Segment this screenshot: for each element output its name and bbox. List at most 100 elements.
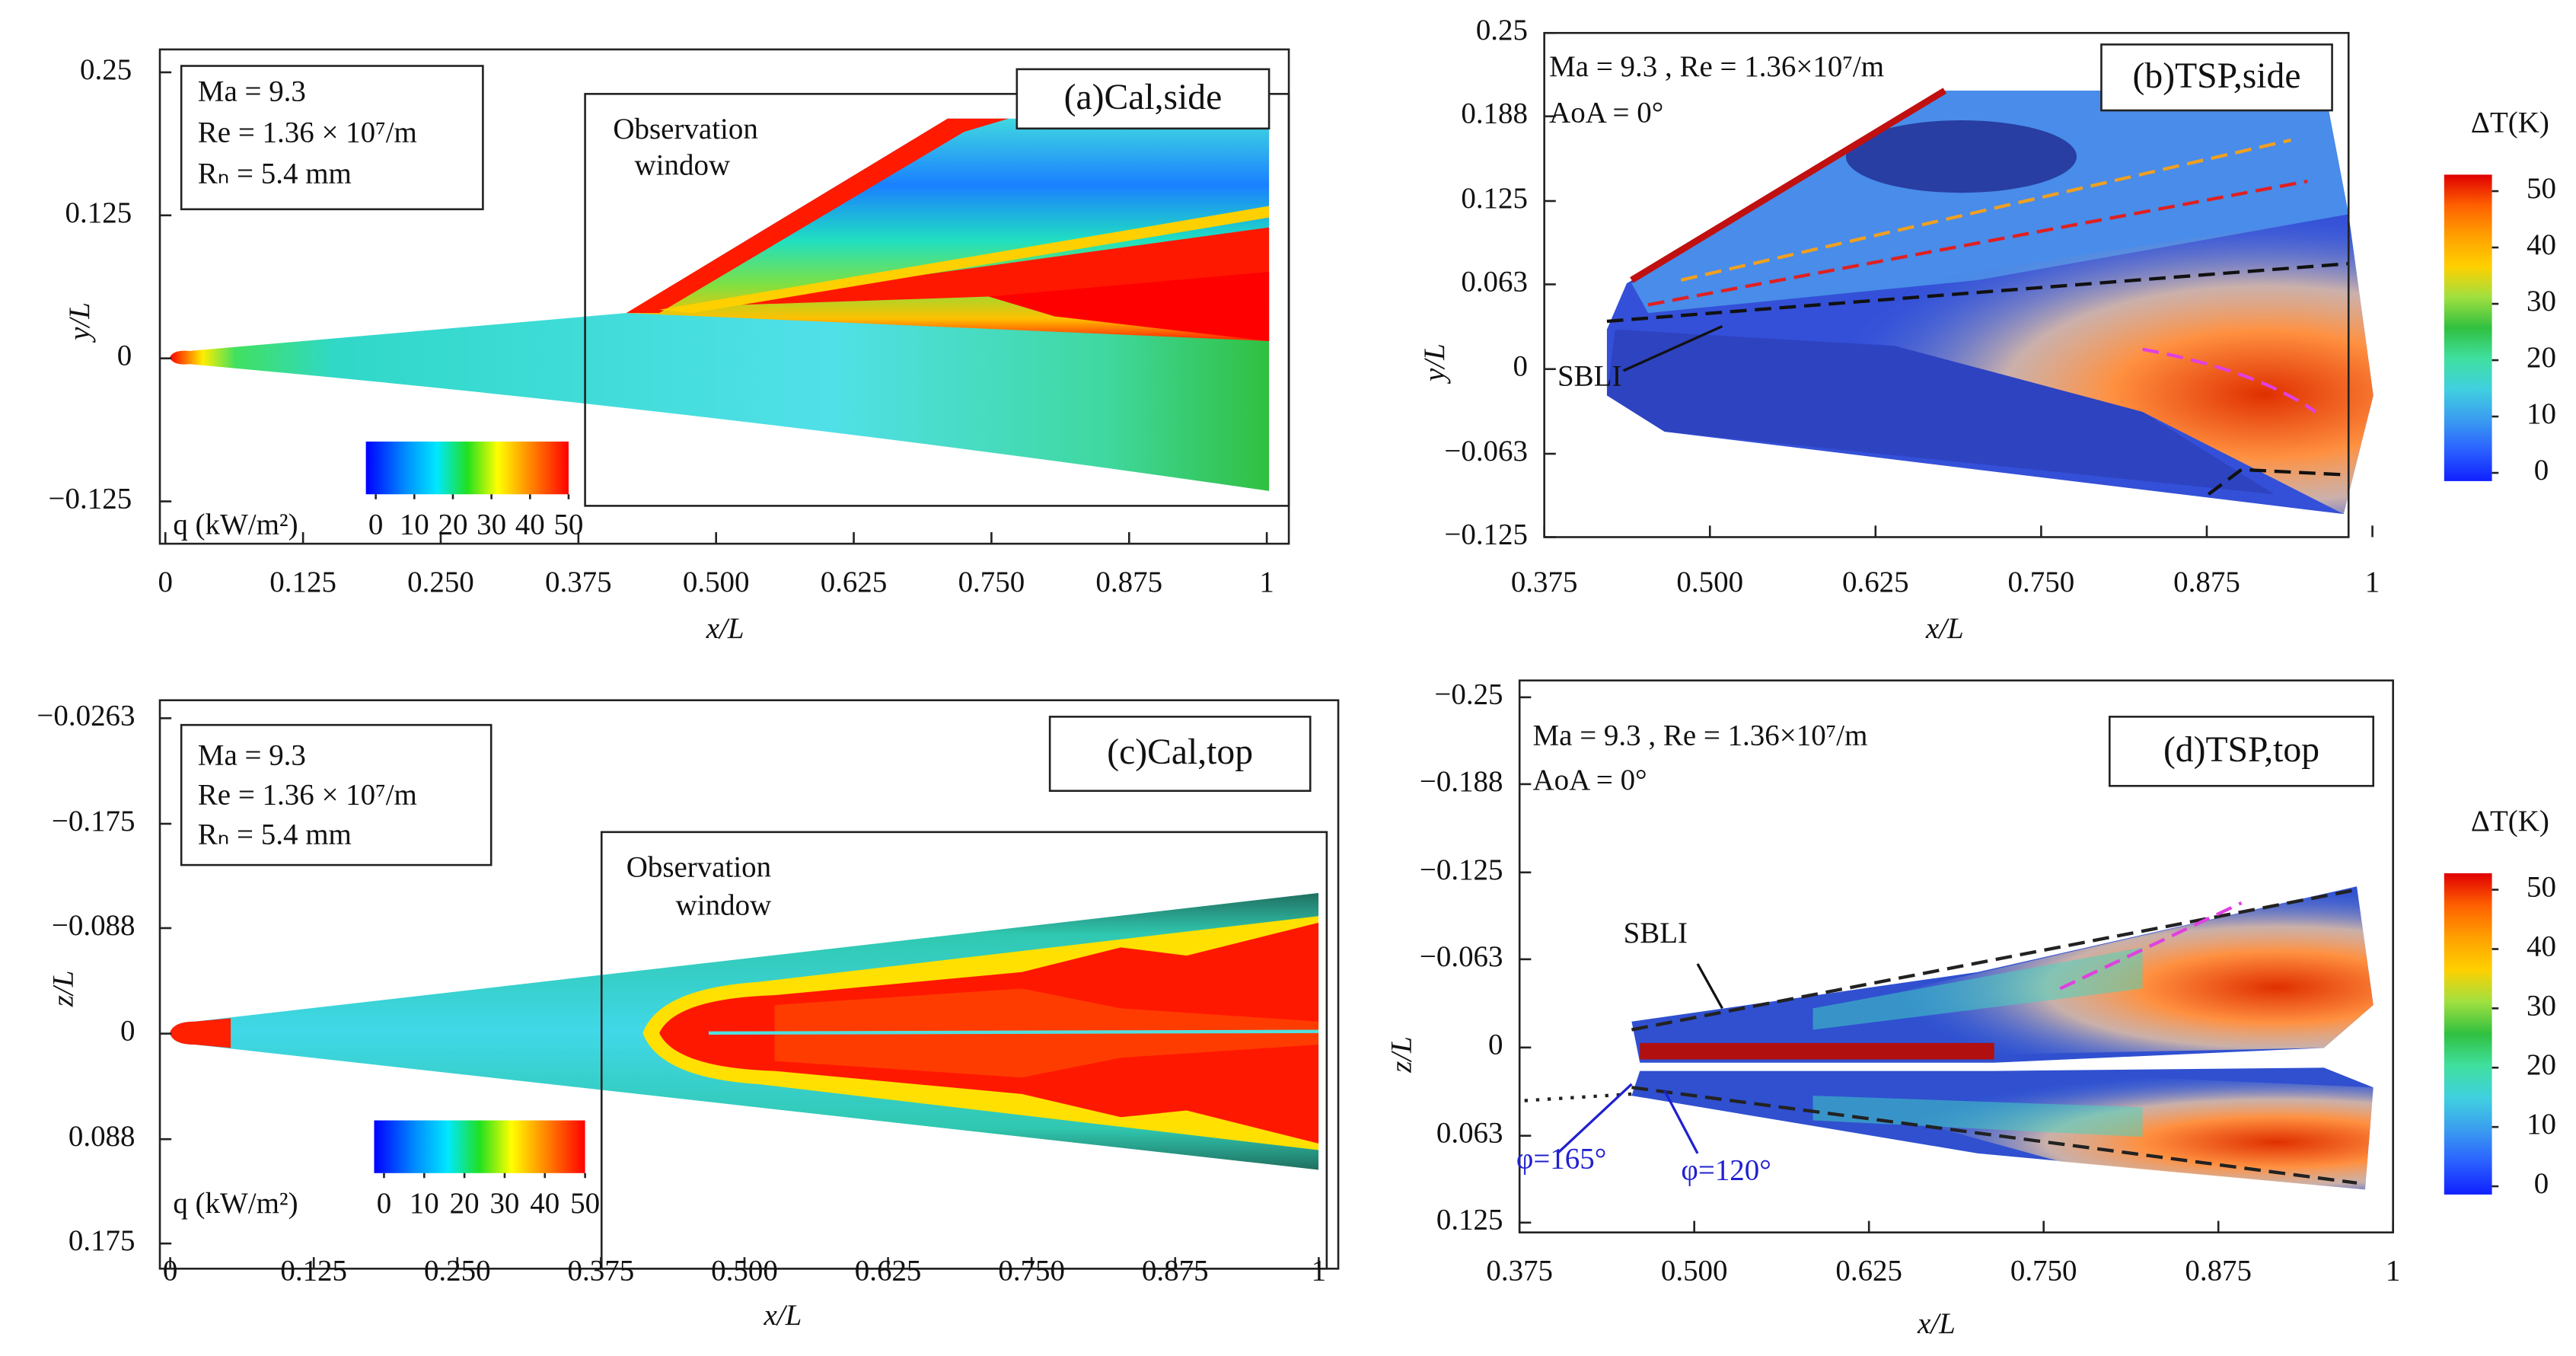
x-tick-label: 0.375 [568, 1255, 635, 1287]
annotation: Re = 1.36 × 10⁷/m [198, 778, 417, 811]
callout: SBLI [1624, 917, 1688, 949]
y-tick-label: 0.175 [69, 1224, 135, 1257]
callout: φ=165° [1516, 1143, 1606, 1176]
colorbar-tick-label: 40 [2527, 930, 2556, 962]
callout-arrows [1556, 324, 1723, 1155]
y-tick-label: 0.088 [69, 1120, 135, 1153]
colorbar [2444, 174, 2492, 481]
colorbar-tick-label: 20 [2527, 341, 2556, 374]
y-tick-label: 0 [117, 340, 132, 372]
y-tick-label: 0.063 [1461, 265, 1528, 298]
y-axis-label: z/L [1385, 1036, 1418, 1074]
annotation: Ma = 9.3 [198, 75, 306, 107]
colorbar [2444, 873, 2492, 1195]
callout: SBLI [1557, 360, 1621, 393]
annotation: Ma = 9.3 , Re = 1.36×10⁷/m [1533, 719, 1868, 751]
y-tick-label: −0.063 [1444, 435, 1528, 467]
y-tick-label: 0.063 [1436, 1117, 1503, 1150]
x-tick-label: 0.625 [1842, 566, 1909, 598]
colorbar [365, 441, 569, 495]
colorbar-tick-label: 30 [2527, 285, 2556, 317]
x-tick-label: 1 [2386, 1255, 2400, 1287]
colorbar-tick-label: 30 [2527, 989, 2556, 1022]
y-tick-label: −0.25 [1434, 678, 1503, 711]
colorbar-label: ΔT(K) [2471, 805, 2549, 838]
x-tick-label: 0.625 [855, 1255, 922, 1287]
contour-field-b [1606, 88, 2374, 515]
x-tick-label: 0.375 [545, 566, 612, 598]
colorbar-tick-label: 0 [368, 508, 383, 541]
y-tick-label: −0.088 [52, 909, 135, 942]
annotation: Rₙ = 5.4 mm [198, 818, 352, 850]
panel-label: (a)Cal,side [1064, 78, 1223, 117]
colorbar-tick-label: 50 [2527, 172, 2556, 205]
x-tick-label: 0.375 [1486, 1255, 1553, 1287]
x-axis-label: x/L [706, 612, 744, 645]
x-tick-label: 0.375 [1511, 566, 1578, 598]
y-tick-label: −0.125 [1444, 518, 1528, 550]
y-tick-label: 0.188 [1461, 97, 1528, 130]
panel-label-box [1048, 716, 1312, 793]
y-tick-label: −0.175 [52, 805, 135, 838]
x-tick-label: 0.250 [407, 566, 474, 598]
colorbar-tick-label: 40 [2527, 228, 2556, 261]
colorbar [374, 1120, 585, 1173]
x-tick-label: 1 [1312, 1255, 1326, 1287]
x-axis-label: x/L [1917, 1307, 1956, 1340]
y-tick-label: 0 [1488, 1029, 1503, 1061]
colorbar-tick-label: 40 [530, 1187, 560, 1220]
panel-label: (d)TSP,top [2163, 730, 2319, 770]
x-tick-label: 1 [2365, 566, 2380, 598]
colorbar-tick-label: 50 [2527, 871, 2556, 904]
x-tick-label: 0.875 [1095, 566, 1162, 598]
colorbar-tick-label: 0 [2534, 1167, 2549, 1200]
contour-field-c [170, 892, 1319, 1170]
annotation-box [180, 723, 493, 866]
colorbar-tick-label: 20 [2527, 1048, 2556, 1081]
contour-field-d [1524, 886, 2374, 1190]
y-tick-label: 0.125 [1461, 182, 1528, 215]
window-label: window [676, 889, 772, 921]
y-tick-label: 0.25 [80, 53, 132, 86]
callout: φ=120° [1681, 1154, 1771, 1187]
y-tick-label: 0 [1513, 350, 1528, 383]
colorbar-tick-label: 50 [553, 508, 583, 541]
annotation: Ma = 9.3 [198, 739, 306, 771]
window-label: Observation [626, 851, 771, 884]
colorbar-tick-label: 0 [377, 1187, 391, 1220]
y-tick-label: −0.125 [49, 482, 132, 515]
panel-label: (c)Cal,top [1107, 732, 1253, 772]
plot-frame [158, 48, 1290, 545]
x-tick-label: 0.625 [821, 566, 888, 598]
annotation: AoA = 0° [1549, 96, 1663, 129]
x-tick-label: 0.500 [1676, 566, 1743, 598]
y-axis-label: y/L [1418, 343, 1451, 384]
x-tick-label: 0 [163, 1255, 177, 1287]
colorbar-label: q (kW/m²) [173, 1187, 298, 1220]
colorbar-tick-label: 30 [477, 508, 506, 541]
y-tick-label: −0.063 [1420, 940, 1503, 973]
panel-label: (b)TSP,side [2133, 56, 2301, 96]
colorbar-tick-label: 0 [2534, 454, 2549, 487]
colorbar-label: ΔT(K) [2471, 106, 2549, 139]
colorbar-tick-label: 50 [570, 1187, 600, 1220]
panel-label-box [1015, 68, 1270, 130]
annotation: AoA = 0° [1533, 764, 1647, 796]
colorbar-tick-label: 10 [2527, 397, 2556, 430]
colorbar-label: q (kW/m²) [173, 508, 298, 541]
x-tick-label: 0.500 [1661, 1255, 1728, 1287]
x-tick-label: 0.500 [711, 1255, 778, 1287]
x-tick-label: 0.875 [1142, 1255, 1209, 1287]
x-tick-label: 0.875 [2185, 1255, 2252, 1287]
annotation-box [180, 65, 484, 211]
x-tick-label: 0 [158, 566, 173, 598]
colorbar-tick-label: 20 [438, 508, 467, 541]
x-tick-label: 0.750 [2010, 1255, 2077, 1287]
y-axis-label: y/L [63, 302, 96, 343]
x-tick-label: 0.500 [683, 566, 750, 598]
annotation: Rₙ = 5.4 mm [198, 157, 352, 190]
plot-frame [158, 699, 1340, 1270]
x-axis-label: x/L [764, 1299, 802, 1332]
x-tick-label: 0.750 [998, 1255, 1065, 1287]
y-tick-label: −0.125 [1420, 853, 1503, 886]
